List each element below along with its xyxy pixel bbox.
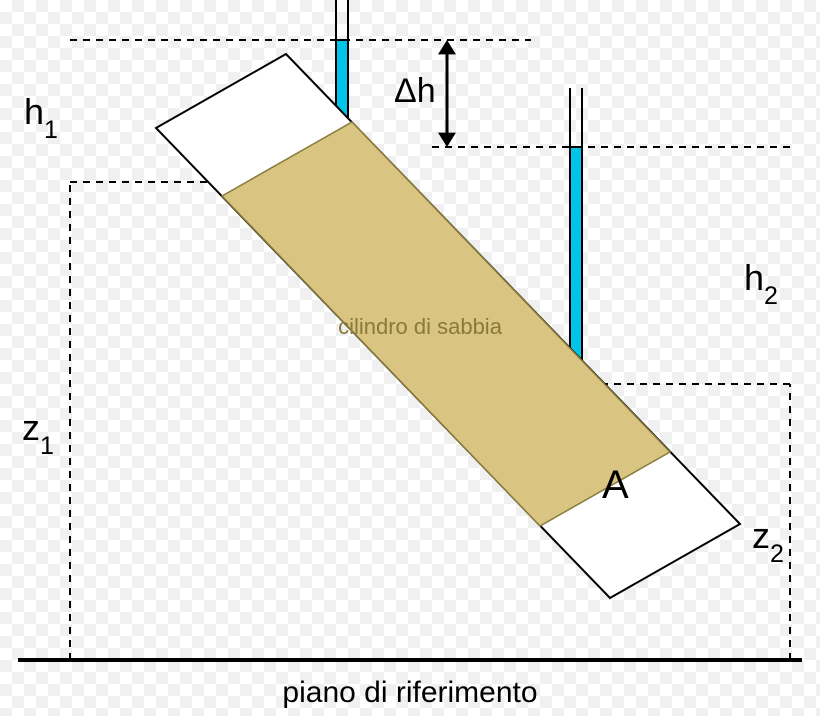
delta-h-arrow-head-bottom: [438, 133, 456, 147]
reference-plane-label: piano di riferimento: [282, 676, 537, 709]
h1-label: h1: [24, 91, 58, 144]
z1-label: z1: [22, 407, 54, 460]
area-label: A: [602, 463, 629, 507]
delta-h-label: Δh: [394, 72, 436, 110]
h2-label: h2: [744, 257, 778, 310]
z2-label: z2: [752, 515, 784, 568]
sand-cylinder-label: cilindro di sabbia: [338, 314, 503, 339]
delta-h-arrow-head-top: [438, 40, 456, 54]
